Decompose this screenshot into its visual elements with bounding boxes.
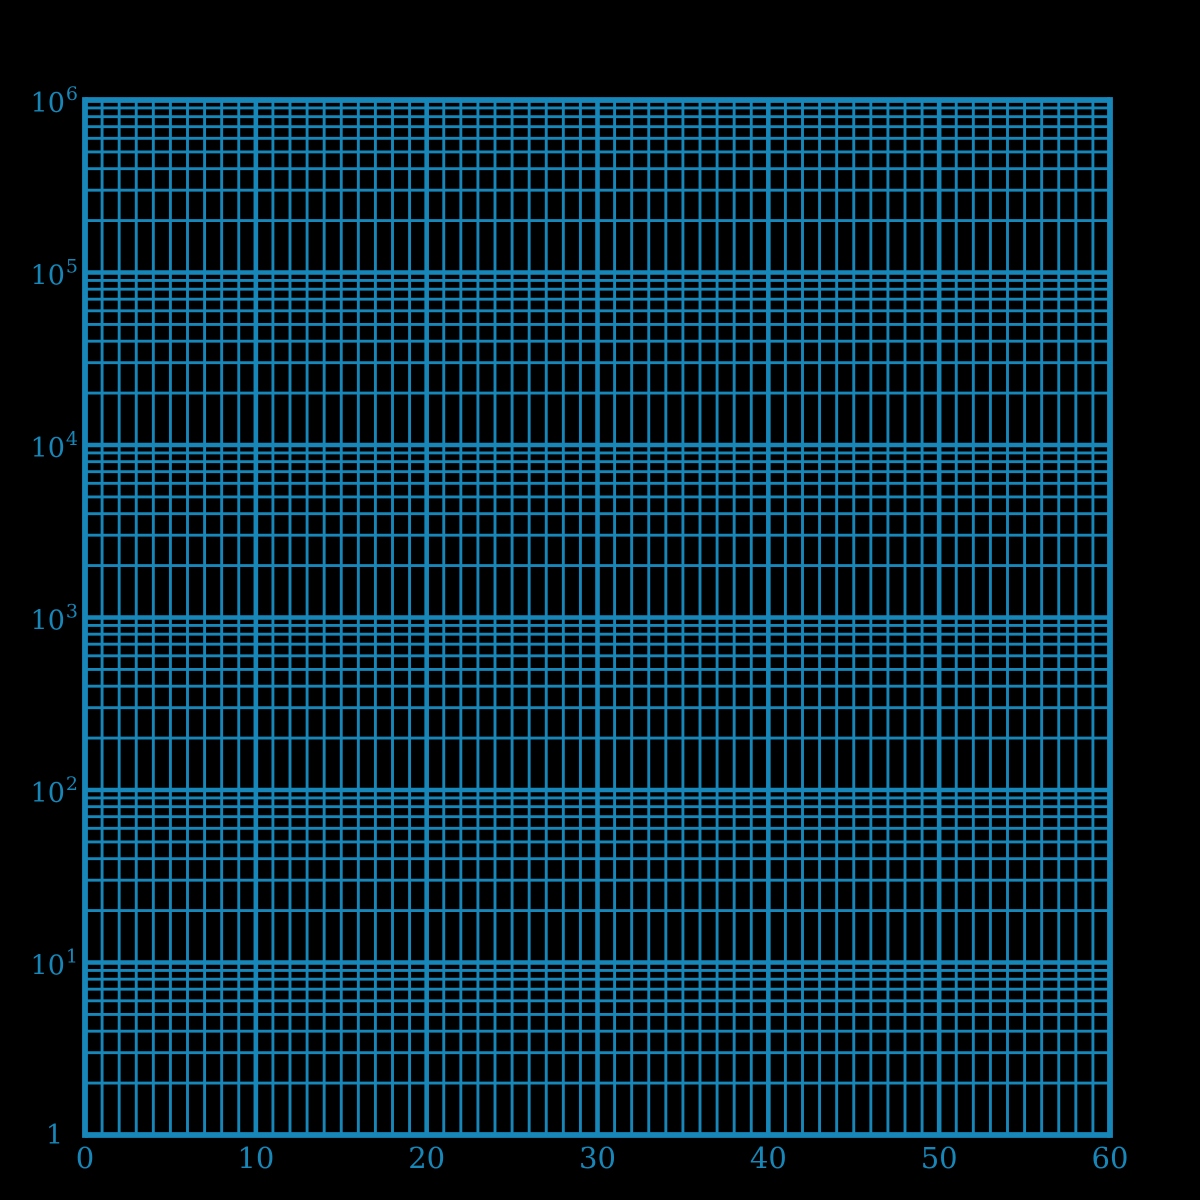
y-tick-label: 105: [31, 256, 78, 292]
y-tick-label: 102: [31, 773, 78, 809]
y-axis-tick-labels: 106 105 104 103 102 101 1: [31, 83, 78, 1151]
y-tick-label: 1: [46, 1120, 63, 1151]
x-tick-label: 10: [237, 1141, 274, 1175]
y-tick-label: 106: [31, 83, 78, 119]
plot-frame: [82, 97, 1113, 1138]
y-tick-label: 103: [31, 601, 78, 637]
y-tick-label: 101: [31, 946, 78, 982]
x-tick-label: 60: [1092, 1141, 1129, 1175]
x-axis-tick-labels: 0 10 20 30 40 50 60: [76, 1141, 1129, 1175]
y-tick-label: 104: [31, 428, 78, 464]
x-tick-label: 0: [76, 1141, 94, 1175]
major-gridlines: [85, 100, 1110, 1135]
x-tick-label: 20: [408, 1141, 445, 1175]
x-tick-label: 50: [921, 1141, 958, 1175]
x-tick-label: 40: [750, 1141, 787, 1175]
x-tick-label: 30: [579, 1141, 616, 1175]
